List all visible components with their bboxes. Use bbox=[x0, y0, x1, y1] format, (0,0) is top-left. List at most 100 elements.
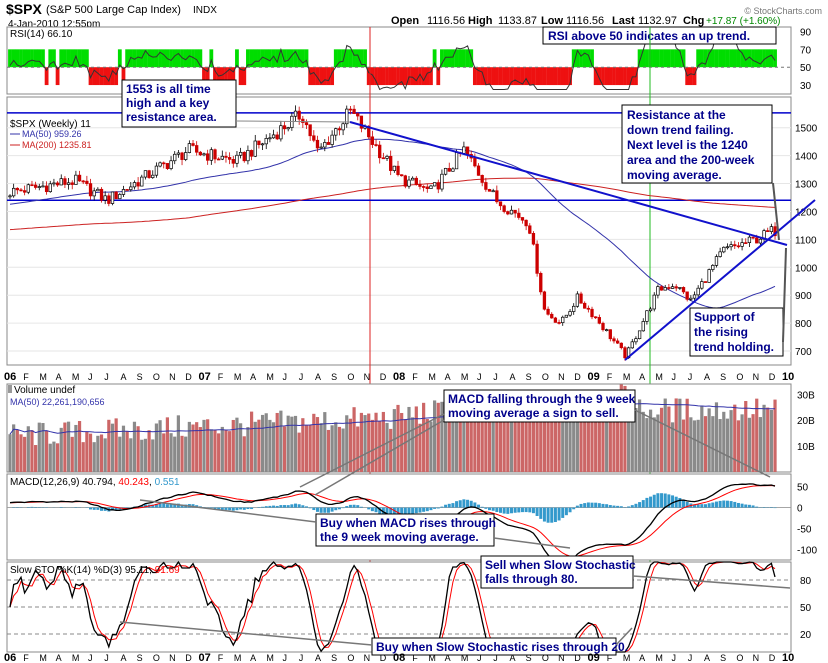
price-candle-body bbox=[297, 110, 301, 120]
volume-bar bbox=[260, 414, 265, 472]
month-tick-label: N bbox=[364, 653, 371, 663]
month-tick-label: J bbox=[493, 653, 498, 663]
macd-histogram-bar bbox=[370, 507, 374, 512]
month-tick-label: M bbox=[39, 653, 47, 663]
ma200-legend: MA(200) 1235.81 bbox=[22, 140, 92, 150]
volume-bar bbox=[319, 423, 323, 472]
volume-bar bbox=[304, 425, 309, 472]
rsi-band-down bbox=[106, 67, 111, 86]
month-tick-label: 07 bbox=[199, 371, 211, 383]
price-candle-body bbox=[356, 113, 360, 117]
macd-histogram-bar bbox=[418, 507, 422, 513]
resistance-annotation-box bbox=[621, 104, 773, 184]
price-candle-body bbox=[220, 155, 224, 160]
stochastic-tick-label: 20 bbox=[800, 630, 812, 641]
ma50-line bbox=[9, 138, 776, 309]
resistance-annotation-line-3: Next level is the 1240 bbox=[627, 138, 748, 152]
volume-bar bbox=[326, 429, 331, 472]
volume-bar bbox=[619, 384, 623, 472]
volume-bar bbox=[608, 407, 612, 472]
macd-histogram-bar bbox=[696, 504, 700, 508]
price-candle-body bbox=[436, 182, 440, 190]
volume-bar bbox=[696, 419, 700, 472]
price-candle-body bbox=[213, 149, 217, 160]
rsi-band-up bbox=[590, 49, 594, 68]
volume-bar bbox=[257, 419, 261, 472]
price-candle-body bbox=[334, 128, 338, 136]
month-tick-label: M bbox=[428, 372, 436, 382]
price-candle-body bbox=[52, 182, 56, 185]
macd-buy-pointer-left bbox=[139, 499, 317, 523]
month-tick-label: J bbox=[688, 372, 693, 382]
price-candle-body bbox=[121, 189, 126, 195]
rsi-band-up bbox=[271, 49, 276, 68]
macd-histogram-bar bbox=[96, 507, 100, 510]
macd-legend-label: MACD(12,26,9) bbox=[10, 477, 79, 488]
volume-bar bbox=[121, 425, 126, 472]
volume-bar bbox=[19, 434, 23, 472]
month-tick-label: M bbox=[72, 372, 80, 382]
price-candle-body bbox=[268, 137, 272, 140]
volume-bar bbox=[714, 402, 719, 472]
down-trendline bbox=[349, 121, 788, 246]
rsi-band-down bbox=[399, 67, 404, 86]
support-annotation-line-3: trend holding. bbox=[694, 340, 774, 354]
month-tick-label: D bbox=[574, 653, 581, 663]
stochastic-buy-annotation-box bbox=[371, 637, 617, 656]
volume-bar bbox=[381, 411, 385, 472]
price-candles bbox=[8, 105, 777, 361]
macd-histogram-bar bbox=[605, 504, 609, 508]
price-tick-label: 1100 bbox=[795, 235, 817, 246]
rsi-band-down bbox=[242, 67, 247, 86]
month-tick-label: M bbox=[623, 372, 631, 382]
price-candle-body bbox=[447, 167, 451, 172]
rsi-band-down bbox=[374, 67, 378, 86]
month-tick-label: D bbox=[769, 653, 776, 663]
price-candle-body bbox=[370, 136, 375, 145]
month-tick-label: D bbox=[380, 653, 387, 663]
macd-histogram-bar bbox=[744, 504, 748, 508]
volume-bar bbox=[546, 402, 550, 472]
price-candle-body bbox=[249, 150, 254, 157]
rsi-band-up bbox=[710, 49, 715, 68]
price-candle-body bbox=[696, 287, 700, 296]
month-tick-label: F bbox=[218, 372, 224, 382]
volume-bar bbox=[674, 398, 678, 472]
macd-histogram-bar bbox=[517, 507, 521, 513]
price-candle-body bbox=[773, 226, 777, 237]
rsi-band-up bbox=[769, 49, 774, 68]
price-tick-label: 800 bbox=[795, 319, 812, 330]
rsi-band-up bbox=[169, 49, 173, 68]
macd-histogram-bar bbox=[400, 507, 404, 516]
index-name: (S&P 500 Large Cap Index) bbox=[46, 4, 181, 16]
rsi-band-up bbox=[696, 49, 701, 68]
rsi-band-up bbox=[59, 49, 64, 68]
resistance-annotation-line-2: down trend failing. bbox=[627, 123, 734, 137]
price-candle-body bbox=[345, 108, 349, 125]
rsi-band-down bbox=[472, 67, 477, 86]
price-candle-body bbox=[517, 212, 521, 218]
macd-histogram-bar bbox=[747, 504, 751, 508]
price-candle-body bbox=[703, 281, 708, 283]
volume-bar bbox=[143, 438, 148, 472]
price-candle-body bbox=[231, 158, 235, 164]
price-legend-title: $SPX (Weekly) 11 bbox=[10, 119, 91, 130]
volume-bar bbox=[195, 422, 199, 472]
last-label: Last bbox=[612, 15, 635, 27]
price-candle-body bbox=[586, 307, 591, 310]
rsi-band-down bbox=[688, 67, 693, 86]
rsi-band-up bbox=[8, 49, 12, 68]
support-annotation-pointer bbox=[782, 247, 787, 343]
volume-bar bbox=[557, 398, 561, 472]
macd-histogram-bar bbox=[140, 505, 144, 508]
macd-histogram-bar bbox=[389, 507, 393, 516]
low-value: 1116.56 bbox=[566, 15, 604, 27]
month-tick-label: A bbox=[639, 653, 645, 663]
price-candle-body bbox=[88, 183, 93, 197]
macd-histogram-bar bbox=[392, 507, 396, 516]
macd-histogram-bar bbox=[535, 507, 539, 516]
macd-histogram-bar bbox=[143, 504, 147, 508]
volume-bar bbox=[627, 415, 631, 472]
macd-histogram-bar bbox=[557, 507, 561, 521]
